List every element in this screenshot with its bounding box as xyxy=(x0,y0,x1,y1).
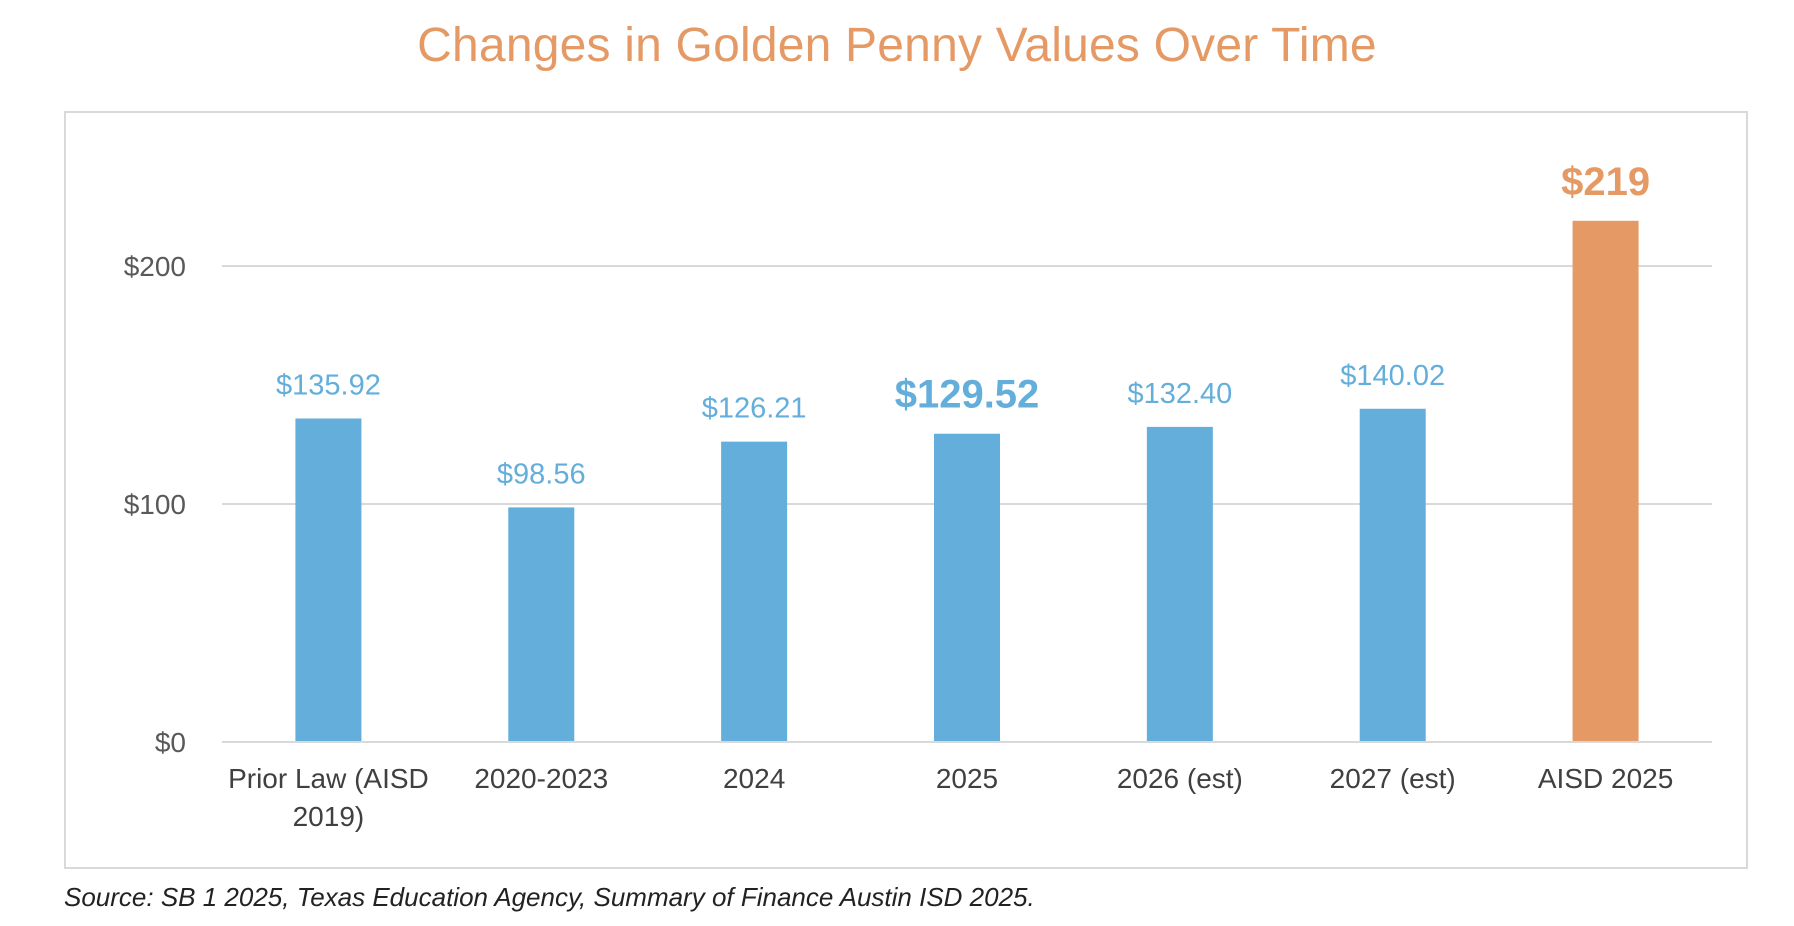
bar xyxy=(508,507,575,742)
x-tick-label: AISD 2025 xyxy=(1538,763,1673,794)
x-tick-label: 2026 (est) xyxy=(1117,763,1243,794)
source-note: Source: SB 1 2025, Texas Education Agenc… xyxy=(64,882,1035,912)
bar xyxy=(721,441,788,742)
bar-chart: $0 $100 $200 $135.92 Prior Law (AISD 2019) $98… xyxy=(124,160,1712,832)
bar xyxy=(1572,220,1639,742)
data-label: $126.21 xyxy=(702,393,807,425)
data-label: $219 xyxy=(1561,160,1650,204)
x-tick-label: 2020-2023 xyxy=(474,763,608,794)
y-tick-label: $0 xyxy=(155,727,186,758)
bar xyxy=(934,433,1000,742)
data-label: $129.52 xyxy=(895,373,1040,417)
data-label: $98.56 xyxy=(497,458,586,490)
data-label: $140.02 xyxy=(1340,360,1445,392)
bar xyxy=(1146,426,1213,742)
x-tick-label: 2024 xyxy=(723,763,785,794)
x-tick-label: 2025 xyxy=(936,763,998,794)
chart-frame xyxy=(64,111,1748,869)
bar xyxy=(295,418,362,742)
x-tick-label: Prior Law (AISD xyxy=(228,763,429,794)
data-label: $135.92 xyxy=(276,370,381,402)
x-tick-label: 2019) xyxy=(293,801,365,832)
chart-title: Changes in Golden Penny Values Over Time xyxy=(417,19,1377,72)
y-tick-label: $200 xyxy=(124,251,186,282)
data-label: $132.40 xyxy=(1127,378,1232,410)
bar xyxy=(1359,408,1426,742)
y-tick-label: $100 xyxy=(124,489,186,520)
x-tick-label: 2027 (est) xyxy=(1330,763,1456,794)
